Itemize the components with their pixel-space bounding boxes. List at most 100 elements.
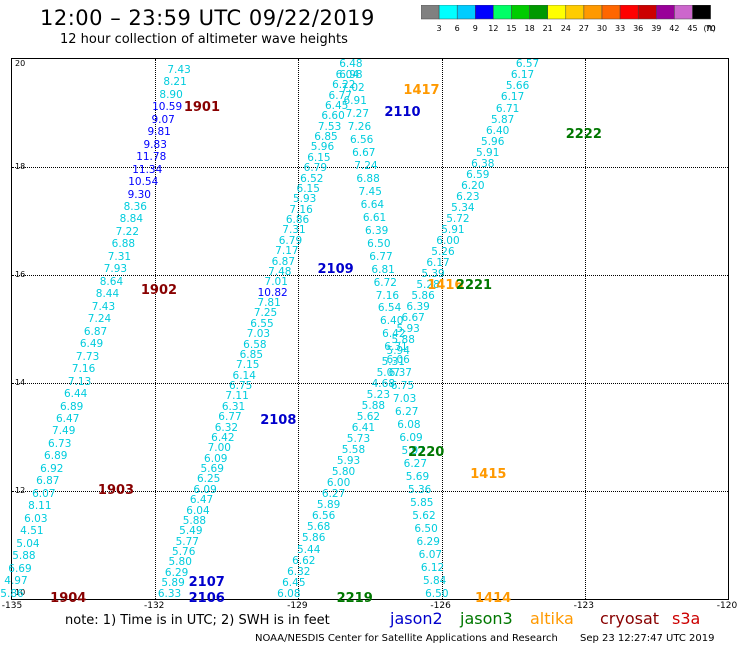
wave-height-value: 6.07 — [418, 548, 443, 561]
wave-height-value: 6.42 — [211, 431, 235, 444]
wave-height-value: 6.98 — [339, 68, 363, 81]
wave-height-value: 5.97 — [401, 444, 425, 457]
scale-label: 18 — [525, 24, 535, 33]
footer-note: note: 1) Time is in UTC; 2) SWH is in fe… — [65, 613, 330, 628]
pass-label: 1904 — [50, 591, 87, 606]
wave-height-value: 5.77 — [175, 535, 199, 548]
wave-height-value: 7.13 — [67, 375, 92, 388]
wave-height-value: 6.32 — [214, 421, 239, 434]
wave-height-value: 9.07 — [151, 113, 175, 126]
wave-height-value: 6.67 — [352, 146, 376, 159]
wave-height-value: 6.17 — [510, 69, 535, 82]
wave-height-value: 5.76 — [172, 545, 196, 558]
wave-height-value: 7.31 — [282, 224, 306, 237]
scale-swatch — [493, 5, 512, 20]
wave-height-value: 7.45 — [358, 185, 382, 198]
wave-height-value: 7.93 — [103, 263, 128, 276]
wave-height-value: 5.88 — [391, 333, 415, 346]
wave-height-value: 4.68 — [371, 377, 396, 390]
x-tick-label: -135 — [1, 601, 23, 611]
wave-height-value: 6.45 — [324, 99, 349, 112]
credit-text: NOAA/NESDIS Center for Satellite Applica… — [255, 633, 558, 644]
scale-swatch — [656, 5, 675, 20]
wave-height-value: 7.81 — [257, 296, 281, 309]
wave-height-value: 5.86 — [411, 289, 435, 302]
wave-height-value: 5.87 — [490, 113, 515, 126]
wave-height-value: 4.51 — [20, 524, 44, 537]
scale-label: 24 — [561, 24, 571, 33]
wave-height-value: 6.62 — [292, 554, 316, 567]
wave-height-value: 6.50 — [367, 237, 391, 250]
wave-height-value: 6.15 — [296, 182, 320, 195]
scale-label: 42 — [669, 24, 679, 33]
scale-swatch — [619, 5, 639, 20]
wave-height-value: 6.23 — [456, 190, 480, 203]
scale-label: 70 — [706, 24, 716, 33]
wave-height-value: 6.54 — [377, 302, 402, 315]
y-tick-label: 14 — [15, 378, 26, 387]
wave-height-value: 6.00 — [326, 477, 351, 490]
wave-height-value: 5.93 — [396, 322, 420, 335]
wave-height-value: 5.26 — [431, 245, 455, 258]
wave-height-value: 7.16 — [375, 289, 400, 302]
wave-height-value: 6.08 — [277, 587, 301, 600]
wave-height-value: 6.32 — [287, 565, 311, 578]
legend-jason3: jason3 — [460, 609, 513, 628]
scale-swatch — [692, 5, 711, 20]
x-tick-label: -123 — [573, 601, 595, 611]
wave-height-value: 6.77 — [369, 250, 393, 263]
page-subtitle: 12 hour collection of altimeter wave hei… — [60, 32, 348, 47]
wave-height-value: 6.56 — [311, 510, 336, 523]
wave-height-value: 6.04 — [335, 68, 360, 81]
scale-swatch — [438, 5, 458, 20]
x-tick-label: -129 — [287, 601, 308, 611]
wave-height-value: 5.96 — [481, 135, 505, 148]
wave-height-value: 6.04 — [186, 504, 210, 517]
wave-height-value: 5.93 — [292, 193, 317, 206]
wave-height-value: 5.89 — [161, 576, 185, 589]
wave-height-value: 6.50 — [425, 587, 449, 600]
wave-height-value: 6.39 — [364, 224, 389, 237]
pass-label: 1417 — [403, 83, 440, 99]
wave-height-value: 11.78 — [136, 150, 167, 163]
wave-height-value: 8.84 — [119, 213, 144, 226]
wave-height-value: 5.68 — [306, 521, 331, 534]
wave-height-value: 7.16 — [71, 362, 96, 375]
wave-height-value: 7.48 — [268, 265, 292, 278]
wave-height-value: 6.73 — [48, 437, 72, 450]
wave-height-value: 6.00 — [436, 234, 460, 247]
x-tick-label: -120 — [716, 601, 738, 611]
pass-label: 1901 — [183, 99, 221, 115]
wave-height-value: 5.88 — [182, 514, 207, 527]
x-tick-label: -126 — [430, 601, 451, 611]
wave-height-value: 7.24 — [87, 312, 112, 325]
wave-height-value: 6.69 — [8, 562, 32, 575]
scale-label: 12 — [488, 24, 498, 33]
legend-altika: altika — [530, 609, 574, 628]
wave-height-value: 6.09 — [193, 483, 217, 496]
scale-label: 45 — [687, 24, 697, 33]
wave-height-value: 5.88 — [361, 399, 386, 412]
wave-height-value: 10.54 — [128, 175, 159, 188]
wave-height-value: 7.00 — [207, 442, 231, 455]
wave-height-value: 6.71 — [495, 102, 520, 115]
wave-height-value: 6.25 — [196, 473, 221, 486]
wave-height-value: 6.85 — [314, 130, 338, 143]
wave-height-value: 6.49 — [79, 337, 104, 350]
grid-line-horizontal — [12, 383, 728, 384]
wave-height-value: 9.81 — [147, 125, 171, 138]
wave-height-value: 5.23 — [366, 388, 391, 401]
wave-height-value: 6.06 — [386, 354, 410, 367]
scale-label: 30 — [597, 24, 607, 33]
wave-height-value: 6.85 — [239, 348, 264, 361]
wave-height-value: 6.56 — [349, 133, 374, 146]
wave-height-value: 5.44 — [297, 543, 321, 556]
scale-swatch — [583, 5, 603, 20]
scale-swatch — [601, 5, 621, 20]
wave-height-value: 7.16 — [289, 203, 313, 216]
y-tick-label: 16 — [15, 270, 26, 279]
wave-height-value: 5.66 — [505, 80, 530, 93]
wave-height-value: 7.24 — [354, 159, 378, 172]
wave-height-value: 10.59 — [152, 100, 183, 113]
wave-height-value: 6.27 — [321, 488, 346, 501]
